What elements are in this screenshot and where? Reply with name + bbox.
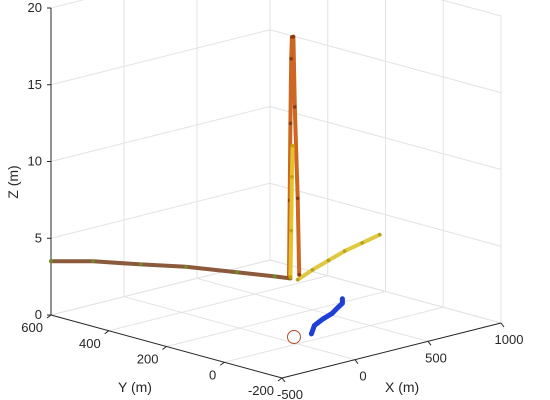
y-tick-label: 600 — [21, 320, 43, 335]
back-wall-grid-line — [50, 29, 271, 86]
side-wall-grid-line — [269, 106, 502, 170]
series-2-point-7 — [295, 196, 300, 201]
series-0-point-1 — [91, 259, 95, 264]
origin-marker — [287, 330, 301, 344]
back-wall-grid-line — [50, 106, 271, 162]
series-2-point-8 — [297, 272, 301, 277]
side-wall-grid-line — [269, 182, 502, 247]
series-0-point-4 — [234, 270, 239, 274]
series-3-point-0 — [288, 275, 293, 279]
x-axis-label: X (m) — [385, 379, 419, 395]
axes-box — [46, 7, 505, 383]
series-2-point-2 — [288, 121, 293, 126]
side-wall-grid-line — [440, 0, 502, 17]
series-0-point-3 — [184, 264, 188, 269]
y-tick-mark — [104, 330, 110, 335]
x-tick-label: 500 — [425, 350, 447, 365]
series-3-point-1 — [289, 228, 293, 233]
series-2-point-5 — [291, 34, 296, 39]
x-tick-label: 1000 — [495, 332, 524, 347]
y-tick-label: 400 — [79, 336, 101, 351]
floor-grid-line — [224, 306, 444, 363]
z-tick-label: 0 — [35, 307, 42, 322]
series-4-point-0 — [309, 332, 314, 336]
series-3-point-2 — [290, 174, 294, 179]
series-1-point-0 — [295, 277, 300, 282]
back-wall-grid-line — [50, 0, 85, 9]
series-2-point-3 — [289, 56, 293, 61]
series-line-1 — [295, 232, 382, 282]
floor-grid-line — [166, 291, 386, 347]
x-tick-mark — [427, 341, 432, 346]
z-tick-label: 20 — [28, 0, 42, 15]
series-0-point-2 — [139, 262, 143, 267]
x-tick-mark — [281, 377, 286, 383]
y-tick-label: 0 — [209, 367, 216, 382]
series-2-point-6 — [293, 105, 297, 109]
y-tick-mark — [277, 377, 283, 382]
back-wall-grid-line — [50, 182, 271, 239]
series-0-point-5 — [272, 274, 277, 279]
y-tick-label: -200 — [248, 383, 274, 398]
series-1-point-4 — [360, 241, 364, 245]
z-tick-label: 15 — [28, 77, 42, 92]
grid-lines — [50, 0, 502, 379]
z-tick-label: 5 — [35, 230, 42, 245]
x-axis-line — [281, 322, 502, 379]
series-4-point-4 — [336, 305, 340, 310]
series-1-point-2 — [326, 258, 331, 263]
x-tick-mark — [500, 322, 505, 328]
series-1-point-5 — [377, 232, 382, 237]
y-tick-mark — [162, 346, 167, 350]
y-tick-mark — [219, 361, 225, 366]
x-tick-mark — [354, 359, 359, 364]
series-0-point-0 — [49, 259, 53, 264]
series-3-point-3 — [290, 144, 295, 148]
series-4-point-3 — [330, 311, 334, 316]
z-tick-label: 10 — [28, 154, 42, 169]
series-4-point-2 — [321, 316, 326, 321]
floor-grid-line — [108, 275, 328, 332]
series-4-point-6 — [340, 296, 345, 301]
data-series — [49, 34, 382, 337]
series-line-3 — [288, 143, 295, 279]
x-tick-label: 0 — [359, 369, 366, 384]
y-axis-label: Y (m) — [118, 379, 152, 395]
series-4-point-1 — [312, 323, 317, 328]
z-axis-label: Z (m) — [5, 165, 21, 198]
series-1-point-3 — [342, 249, 347, 253]
series-1-point-1 — [310, 268, 315, 272]
side-wall-grid-line — [269, 29, 502, 94]
x-tick-label: -500 — [277, 387, 303, 400]
y-tick-label: 200 — [137, 352, 159, 367]
back-wall-grid-line — [50, 259, 271, 316]
series-4-point-5 — [340, 301, 345, 306]
